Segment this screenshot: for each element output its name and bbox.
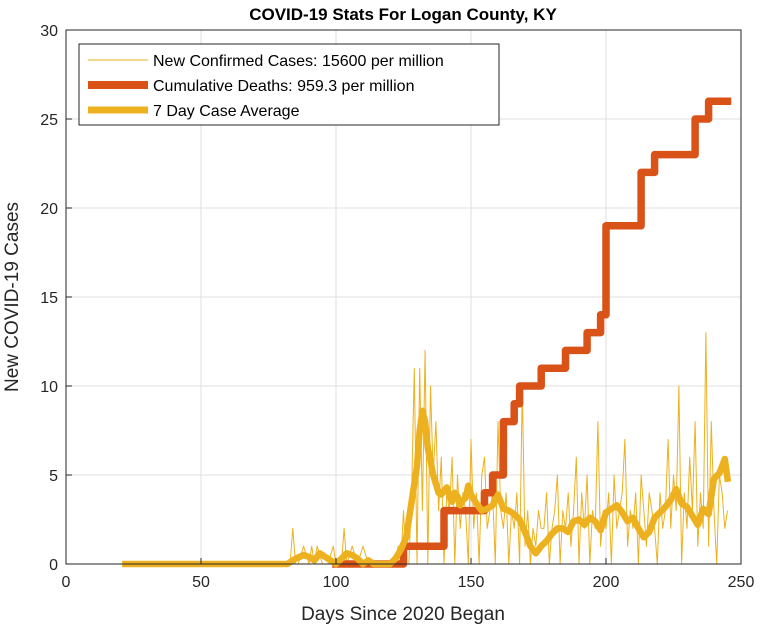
x-tick-label: 50 xyxy=(192,574,210,591)
x-tick-label: 250 xyxy=(728,574,755,591)
series-cumulative-deaths xyxy=(332,97,732,568)
axis-ticks: 0 50 100 150 200 250 0 5 10 15 20 25 30 xyxy=(40,23,754,591)
chart-title: COVID-19 Stats For Logan County, KY xyxy=(249,5,557,24)
legend-box xyxy=(78,43,500,126)
y-tick-label: 20 xyxy=(40,201,58,218)
y-tick-label: 10 xyxy=(40,379,58,396)
y-tick-label: 5 xyxy=(49,468,58,485)
y-tick-label: 30 xyxy=(40,23,58,40)
series-7day-case-average xyxy=(122,407,732,568)
x-axis-label: Days Since 2020 Began xyxy=(301,604,505,625)
x-tick-label: 150 xyxy=(458,574,485,591)
y-tick-label: 0 xyxy=(49,557,58,574)
legend: New Confirmed Cases: 15600 per million C… xyxy=(78,43,500,126)
x-tick-label: 200 xyxy=(593,574,620,591)
x-tick-label: 0 xyxy=(62,574,71,591)
legend-label-deaths: Cumulative Deaths: 959.3 per million xyxy=(153,78,414,95)
legend-label-new-cases: New Confirmed Cases: 15600 per million xyxy=(153,53,444,70)
x-tick-label: 100 xyxy=(323,574,350,591)
y-tick-label: 15 xyxy=(40,290,58,307)
legend-label-7day-avg: 7 Day Case Average xyxy=(153,103,300,120)
y-tick-label: 25 xyxy=(40,112,58,129)
y-axis-label: New COVID-19 Cases xyxy=(2,202,23,392)
